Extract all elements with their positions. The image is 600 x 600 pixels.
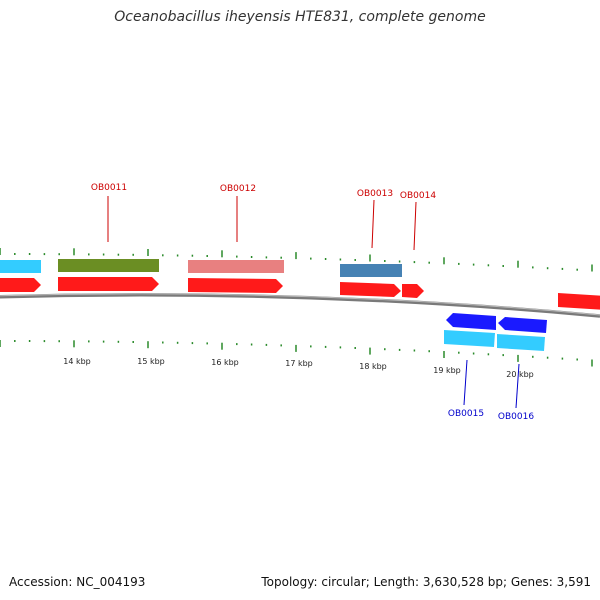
gene-label-ob0014: OB0014 [400,191,436,201]
accession-text: Accession: NC_004193 [9,575,146,589]
cds-arrow[interactable] [0,278,41,292]
gene-label-ob0016: OB0016 [498,412,534,422]
scale-label: 18 kbp [359,362,387,371]
scale-label: 15 kbp [137,357,165,366]
scale-label: 19 kbp [433,366,461,375]
cog-bar[interactable] [58,259,159,272]
scale-label: 14 kbp [63,357,91,366]
gene-label-ob0011: OB0011 [91,183,127,193]
cog-bar[interactable] [188,260,284,273]
cog-bar[interactable] [497,334,545,351]
cog-bar[interactable] [0,260,41,273]
cog-bar[interactable] [444,330,495,347]
cds-arrow[interactable] [402,284,424,298]
genome-summary-text: Topology: circular; Length: 3,630,528 bp… [261,575,591,589]
genome-backbone [0,293,600,318]
gene-label-ob0015: OB0015 [448,409,484,419]
scale-label: 20 kbp [506,370,534,379]
cds-arrow[interactable] [446,313,496,330]
cds-arrow[interactable] [340,282,401,297]
cds-arrow[interactable] [58,277,159,291]
outer-tick-row [0,248,593,272]
cds-arrow[interactable] [188,278,283,293]
inner-tick-row [0,340,593,367]
cds-arrow[interactable] [558,293,600,310]
scale-label: 17 kbp [285,359,313,368]
gene-label-ob0013: OB0013 [357,189,393,199]
gene-label-ob0012: OB0012 [220,184,256,194]
cds-arrow[interactable] [498,317,547,333]
cog-bar[interactable] [340,264,402,277]
scale-label: 16 kbp [211,358,239,367]
map-title: Oceanobacillus iheyensis HTE831, complet… [114,9,486,25]
